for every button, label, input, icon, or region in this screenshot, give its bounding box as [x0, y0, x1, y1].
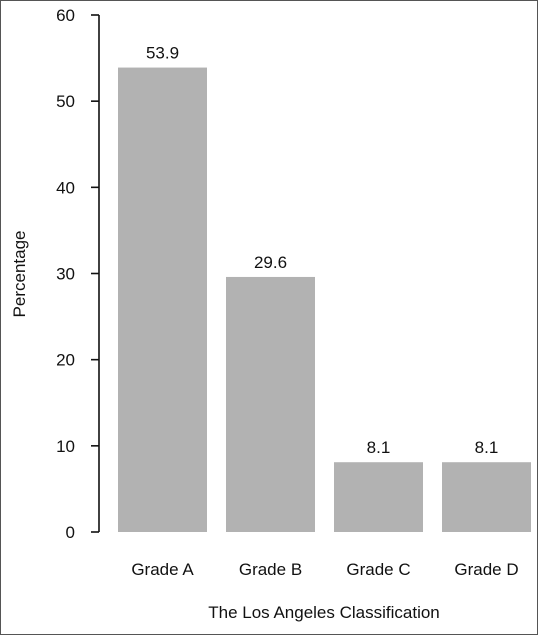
y-tick-label: 50	[56, 92, 75, 111]
y-tick-label: 30	[56, 265, 75, 284]
x-axis-category-labels: Grade A Grade B Grade C Grade D	[131, 560, 518, 579]
y-axis-title: Percentage	[10, 231, 29, 318]
bar-value-label: 53.9	[146, 44, 179, 63]
x-axis-title: The Los Angeles Classification	[208, 603, 440, 622]
y-tick-label: 60	[56, 6, 75, 25]
y-tick-label: 20	[56, 351, 75, 370]
x-tick-label: Grade D	[454, 560, 518, 579]
y-tick-label: 0	[66, 523, 75, 542]
x-tick-label: Grade B	[239, 560, 302, 579]
y-tick-label: 10	[56, 437, 75, 456]
bar-value-label: 8.1	[367, 438, 391, 457]
bars	[118, 67, 531, 532]
bar-value-labels: 53.9 29.6 8.1 8.1	[146, 44, 498, 458]
y-tick-label: 40	[56, 178, 75, 197]
bar-grade-b	[226, 276, 315, 532]
x-tick-label: Grade C	[346, 560, 410, 579]
y-axis: 0 10 20 30 40 50 60	[56, 6, 100, 542]
bar-grade-c	[334, 462, 423, 532]
bar-grade-a	[118, 67, 207, 532]
bar-value-label: 29.6	[254, 253, 287, 272]
bar-grade-d	[442, 462, 531, 532]
bar-value-label: 8.1	[475, 438, 499, 457]
x-tick-label: Grade A	[131, 560, 194, 579]
